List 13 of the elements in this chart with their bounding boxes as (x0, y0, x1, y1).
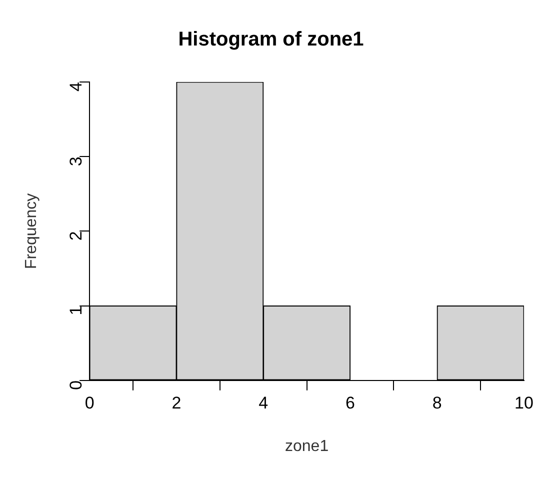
y-tick-label: 0 (66, 380, 86, 390)
x-tick-label: 4 (258, 393, 268, 412)
y-tick-label: 1 (66, 306, 86, 316)
x-tick-label: 2 (172, 393, 182, 412)
x-tick-label: 6 (346, 393, 355, 412)
y-tick-label: 2 (66, 231, 86, 241)
chart-title: Histogram of zone1 (178, 28, 364, 51)
y-tick-label: 4 (66, 82, 86, 92)
y-tick-label: 3 (66, 156, 86, 166)
x-tick-label: 8 (432, 393, 442, 412)
y-axis-title: Frequency (23, 193, 40, 269)
x-axis-title: zone1 (285, 438, 329, 455)
x-tick-label: 10 (514, 393, 534, 412)
